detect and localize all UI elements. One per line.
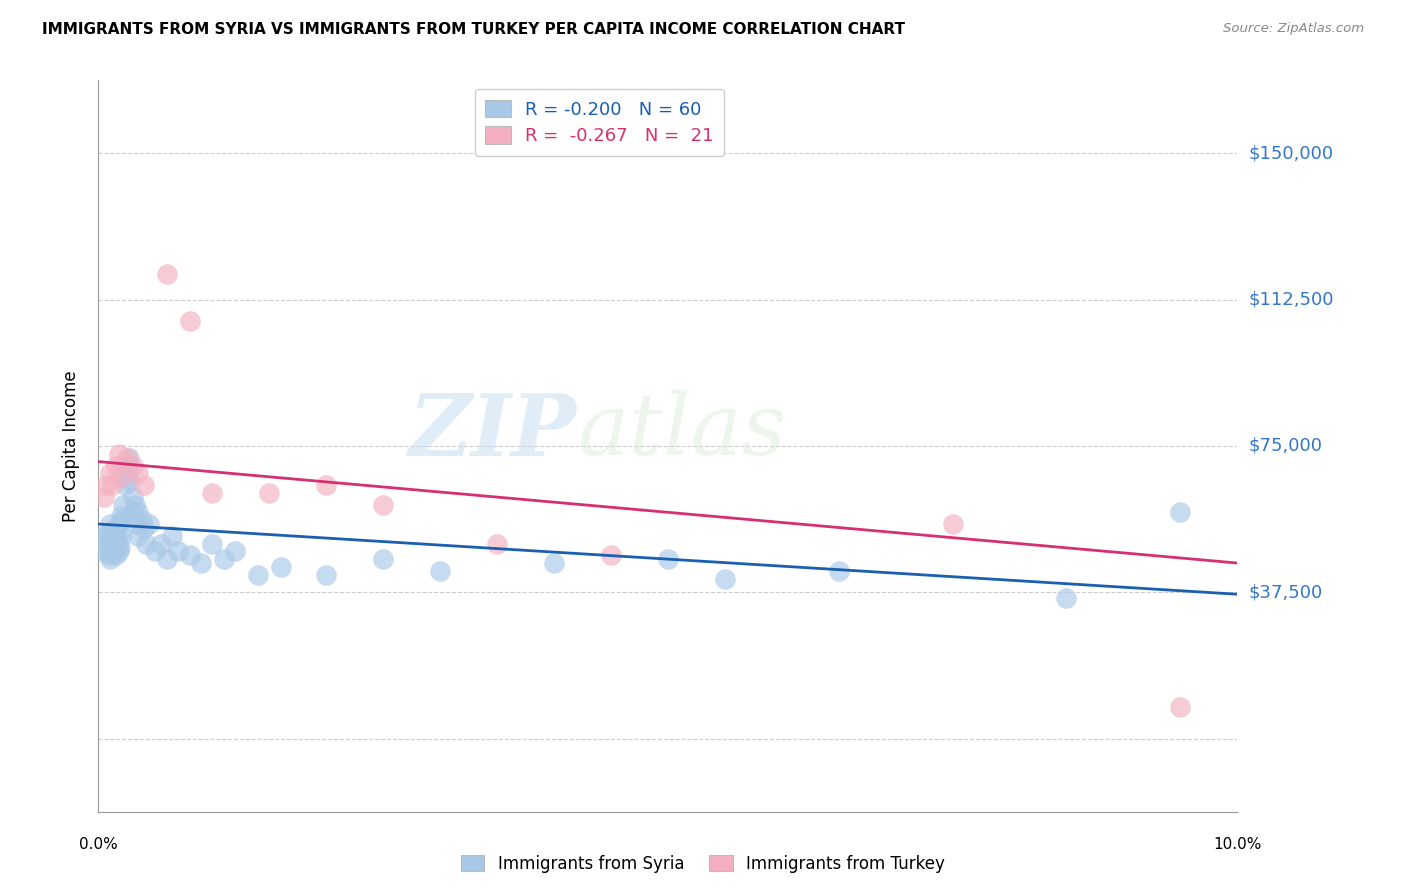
Point — [145, 544, 167, 558]
Point — [714, 572, 737, 586]
Point — [179, 314, 201, 328]
Point — [104, 533, 127, 547]
Point — [224, 544, 246, 558]
Point — [98, 516, 121, 531]
Point — [179, 548, 201, 562]
Text: ZIP: ZIP — [409, 390, 576, 473]
Text: $75,000: $75,000 — [1249, 437, 1323, 455]
Point — [115, 450, 138, 465]
Point — [486, 536, 509, 550]
Point — [96, 536, 118, 550]
Point — [657, 552, 679, 566]
Point — [127, 467, 149, 481]
Point — [315, 567, 337, 582]
Point — [110, 470, 132, 484]
Point — [135, 536, 157, 550]
Point — [103, 536, 125, 550]
Point — [97, 548, 120, 562]
Point — [167, 544, 190, 558]
Text: 10.0%: 10.0% — [1213, 837, 1261, 852]
Text: atlas: atlas — [576, 390, 786, 473]
Point — [114, 478, 136, 492]
Point — [110, 509, 132, 524]
Text: $150,000: $150,000 — [1249, 145, 1333, 162]
Point — [270, 560, 292, 574]
Point — [98, 467, 121, 481]
Point — [118, 450, 141, 465]
Point — [105, 529, 128, 543]
Point — [1170, 505, 1192, 519]
Point — [127, 505, 149, 519]
Point — [101, 529, 124, 543]
Point — [150, 536, 173, 550]
Point — [108, 516, 131, 531]
Point — [138, 516, 160, 531]
Point — [107, 536, 129, 550]
Point — [98, 533, 121, 547]
Point — [108, 541, 131, 555]
Point — [131, 513, 153, 527]
Point — [132, 478, 155, 492]
Point — [115, 458, 138, 473]
Point — [121, 505, 143, 519]
Text: Source: ZipAtlas.com: Source: ZipAtlas.com — [1223, 22, 1364, 36]
Point — [201, 536, 224, 550]
Point — [212, 552, 235, 566]
Point — [315, 478, 337, 492]
Legend: Immigrants from Syria, Immigrants from Turkey: Immigrants from Syria, Immigrants from T… — [454, 848, 952, 880]
Point — [127, 529, 149, 543]
Point — [162, 529, 184, 543]
Point — [156, 268, 179, 282]
Point — [111, 513, 134, 527]
Point — [96, 478, 118, 492]
Point — [942, 516, 965, 531]
Text: 0.0%: 0.0% — [79, 837, 118, 852]
Point — [1056, 591, 1078, 606]
Point — [600, 548, 623, 562]
Point — [104, 458, 127, 473]
Point — [103, 544, 125, 558]
Point — [190, 556, 212, 570]
Point — [156, 552, 179, 566]
Point — [429, 564, 451, 578]
Point — [93, 490, 115, 504]
Point — [112, 498, 135, 512]
Text: $37,500: $37,500 — [1249, 583, 1323, 601]
Point — [108, 447, 131, 461]
Point — [124, 498, 146, 512]
Point — [132, 521, 155, 535]
Point — [246, 567, 269, 582]
Point — [108, 544, 131, 558]
Point — [371, 498, 394, 512]
Point — [115, 467, 138, 481]
Point — [121, 458, 143, 473]
Point — [104, 521, 127, 535]
Point — [121, 490, 143, 504]
Point — [96, 524, 118, 539]
Point — [98, 552, 121, 566]
Point — [125, 516, 148, 531]
Y-axis label: Per Capita Income: Per Capita Income — [62, 370, 80, 522]
Point — [101, 478, 124, 492]
Legend: R = -0.200   N = 60, R =  -0.267   N =  21: R = -0.200 N = 60, R = -0.267 N = 21 — [475, 89, 724, 156]
Point — [110, 529, 132, 543]
Point — [101, 541, 124, 555]
Point — [543, 556, 565, 570]
Point — [93, 544, 115, 558]
Text: IMMIGRANTS FROM SYRIA VS IMMIGRANTS FROM TURKEY PER CAPITA INCOME CORRELATION CH: IMMIGRANTS FROM SYRIA VS IMMIGRANTS FROM… — [42, 22, 905, 37]
Text: $112,500: $112,500 — [1249, 291, 1334, 309]
Point — [104, 548, 127, 562]
Point — [259, 485, 281, 500]
Point — [120, 474, 142, 488]
Point — [1170, 700, 1192, 714]
Point — [371, 552, 394, 566]
Point — [201, 485, 224, 500]
Point — [93, 529, 115, 543]
Point — [828, 564, 851, 578]
